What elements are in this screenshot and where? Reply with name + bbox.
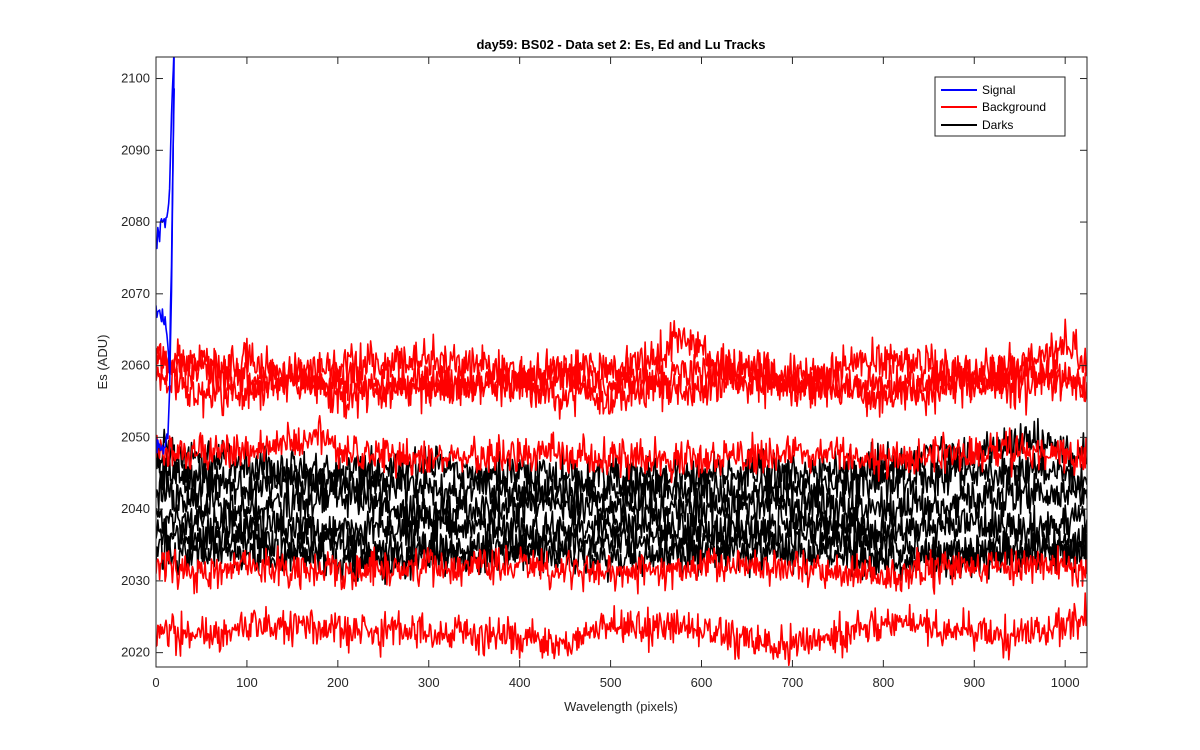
x-tick-label: 0 [152, 675, 159, 690]
series-line-signal [156, 57, 175, 250]
legend-label-signal: Signal [982, 83, 1015, 97]
x-tick-label: 1000 [1051, 675, 1080, 690]
x-tick-label: 700 [782, 675, 804, 690]
y-tick-label: 2070 [121, 286, 150, 301]
series-line-background [156, 349, 1087, 419]
series-line-signal [156, 57, 175, 455]
ticks-layer: 0 100 200 300 400 500 600 700 800 900 1000 2020 2030… [121, 57, 1087, 690]
series-line-background [156, 318, 1087, 410]
series-line-background [156, 338, 1087, 420]
x-tick-label: 600 [691, 675, 713, 690]
x-tick-label: 100 [236, 675, 258, 690]
x-tick-label: 200 [327, 675, 349, 690]
chart-title: day59: BS02 - Data set 2: Es, Ed and Lu … [476, 37, 765, 52]
legend-label-darks: Darks [982, 118, 1013, 132]
x-tick-label: 800 [872, 675, 894, 690]
series-layer [156, 57, 1087, 667]
series-line-background [156, 592, 1087, 667]
legend: Signal Background Darks [934, 76, 1066, 137]
series-line-background [156, 415, 1087, 484]
y-tick-label: 2100 [121, 71, 150, 86]
x-tick-label: 900 [963, 675, 985, 690]
y-tick-label: 2050 [121, 429, 150, 444]
y-tick-label: 2080 [121, 214, 150, 229]
y-tick-label: 2020 [121, 645, 150, 660]
series-line-darks [156, 493, 1087, 555]
y-axis-label: Es (ADU) [95, 335, 110, 390]
series-line-background [156, 544, 1087, 595]
x-tick-label: 300 [418, 675, 440, 690]
y-tick-label: 2030 [121, 573, 150, 588]
x-axis-label: Wavelength (pixels) [564, 699, 678, 714]
x-tick-label: 500 [600, 675, 622, 690]
y-tick-label: 2060 [121, 358, 150, 373]
x-tick-label: 400 [509, 675, 531, 690]
plot-frame [155, 56, 1088, 668]
y-tick-label: 2090 [121, 142, 150, 157]
y-tick-label: 2040 [121, 501, 150, 516]
legend-label-background: Background [982, 100, 1046, 114]
